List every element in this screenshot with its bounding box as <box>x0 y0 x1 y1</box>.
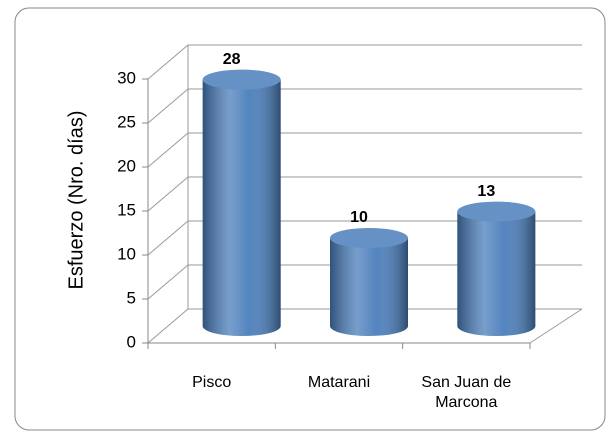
y-tick-label: 25 <box>117 112 136 131</box>
bar-shade <box>330 238 408 336</box>
bar-top <box>457 201 536 222</box>
value-label: 10 <box>350 209 368 226</box>
x-tick-label: San Juan de Marcona <box>421 374 512 411</box>
bar-top-highlight <box>202 69 281 90</box>
value-label: 13 <box>477 183 495 200</box>
bar-top-highlight <box>457 201 536 222</box>
floor-edge <box>529 308 583 344</box>
y-tick-label: 5 <box>127 288 136 307</box>
bar-shade <box>457 211 536 337</box>
y-tick-label: 15 <box>117 200 136 219</box>
x-tick-label: Pisco <box>192 374 232 391</box>
x-tick-label: Matarani <box>307 374 371 391</box>
bar-shade <box>202 79 281 336</box>
value-label: 28 <box>223 51 241 68</box>
bar-top <box>330 228 408 248</box>
y-tick-label: 30 <box>117 68 136 87</box>
y-axis-label: Esfuerzo (Nro. días) <box>65 111 87 290</box>
bar-top-highlight <box>330 228 408 248</box>
y-tick-label: 10 <box>117 244 136 263</box>
bar-top <box>202 69 281 90</box>
y-tick-label: 20 <box>117 156 136 175</box>
y-tick-label: 0 <box>127 332 136 351</box>
